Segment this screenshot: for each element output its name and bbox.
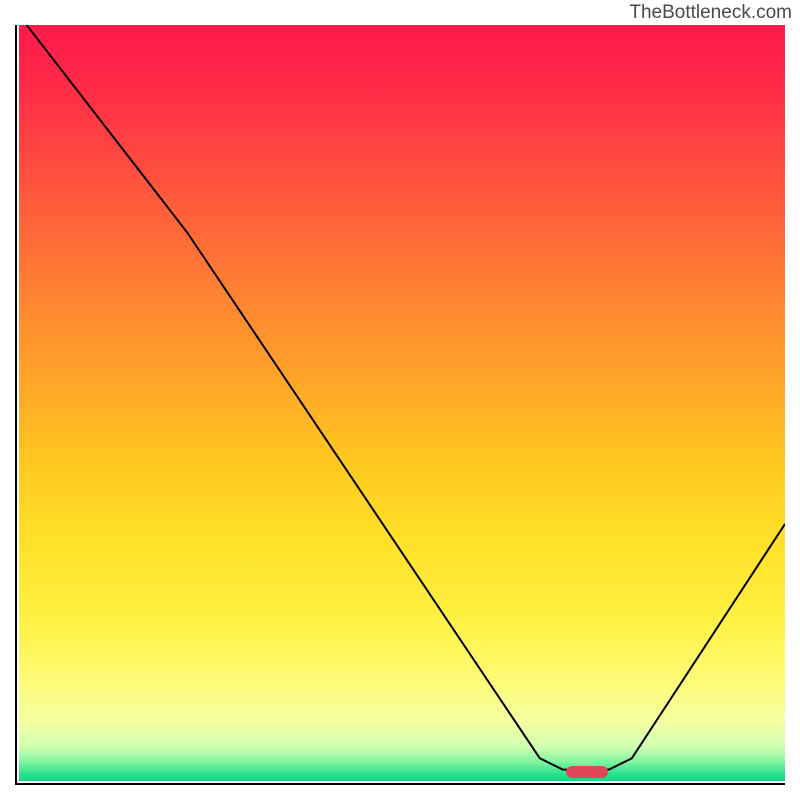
watermark-text: TheBottleneck.com — [629, 2, 792, 24]
optimal-marker — [566, 766, 608, 778]
curve-line — [19, 25, 785, 781]
bottleneck-chart — [15, 25, 785, 785]
plot-area — [15, 25, 785, 785]
